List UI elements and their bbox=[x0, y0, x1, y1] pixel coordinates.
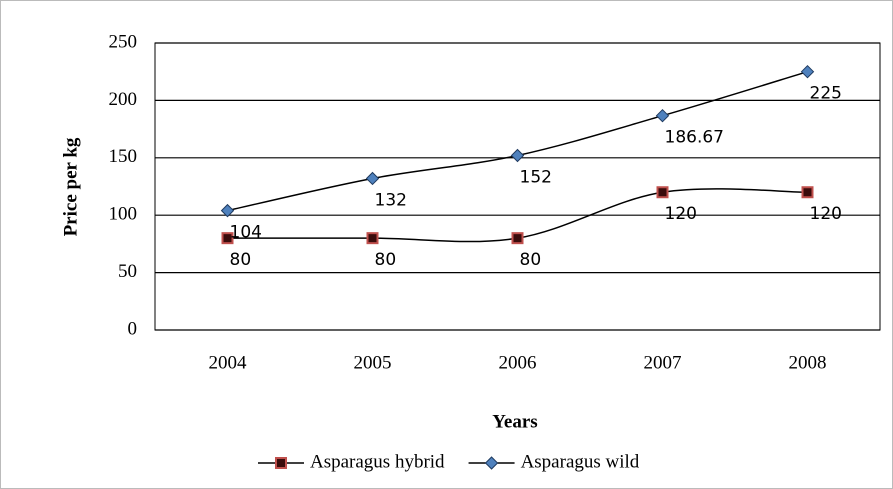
x-tick-label: 2004 bbox=[209, 352, 248, 373]
value-label: 152 bbox=[520, 168, 552, 188]
marker bbox=[366, 232, 379, 245]
marker bbox=[801, 186, 814, 199]
x-tick-label: 2008 bbox=[789, 352, 827, 373]
value-label: 132 bbox=[375, 190, 407, 210]
value-label: 104 bbox=[230, 223, 262, 243]
value-label: 225 bbox=[810, 84, 842, 104]
value-label: 80 bbox=[520, 250, 542, 270]
value-label: 186.67 bbox=[665, 128, 724, 148]
legend-label: Asparagus wild bbox=[521, 451, 640, 472]
y-tick-label: 0 bbox=[128, 318, 138, 339]
x-axis-title: Years bbox=[492, 411, 537, 432]
marker bbox=[221, 232, 234, 245]
marker bbox=[656, 186, 669, 199]
y-tick-label: 100 bbox=[109, 204, 138, 225]
y-tick-label: 150 bbox=[109, 146, 138, 167]
y-tick-label: 50 bbox=[118, 261, 137, 282]
marker bbox=[484, 456, 499, 470]
value-label: 80 bbox=[230, 250, 252, 270]
y-tick-label: 250 bbox=[109, 31, 138, 52]
marker bbox=[220, 203, 235, 218]
marker bbox=[365, 171, 380, 186]
marker bbox=[655, 108, 670, 123]
value-label: 120 bbox=[810, 204, 842, 224]
y-axis-title: Price per kg bbox=[60, 137, 81, 236]
value-label: 80 bbox=[375, 250, 397, 270]
marker bbox=[511, 232, 524, 245]
x-tick-label: 2005 bbox=[354, 352, 392, 373]
x-tick-label: 2006 bbox=[499, 352, 537, 373]
marker bbox=[275, 457, 287, 469]
legend-label: Asparagus hybrid bbox=[310, 451, 445, 472]
marker bbox=[800, 64, 815, 79]
plot-border bbox=[154, 42, 881, 331]
value-label: 120 bbox=[665, 204, 697, 224]
x-tick-label: 2007 bbox=[644, 352, 682, 373]
y-tick-label: 200 bbox=[109, 89, 138, 110]
marker bbox=[510, 148, 525, 163]
